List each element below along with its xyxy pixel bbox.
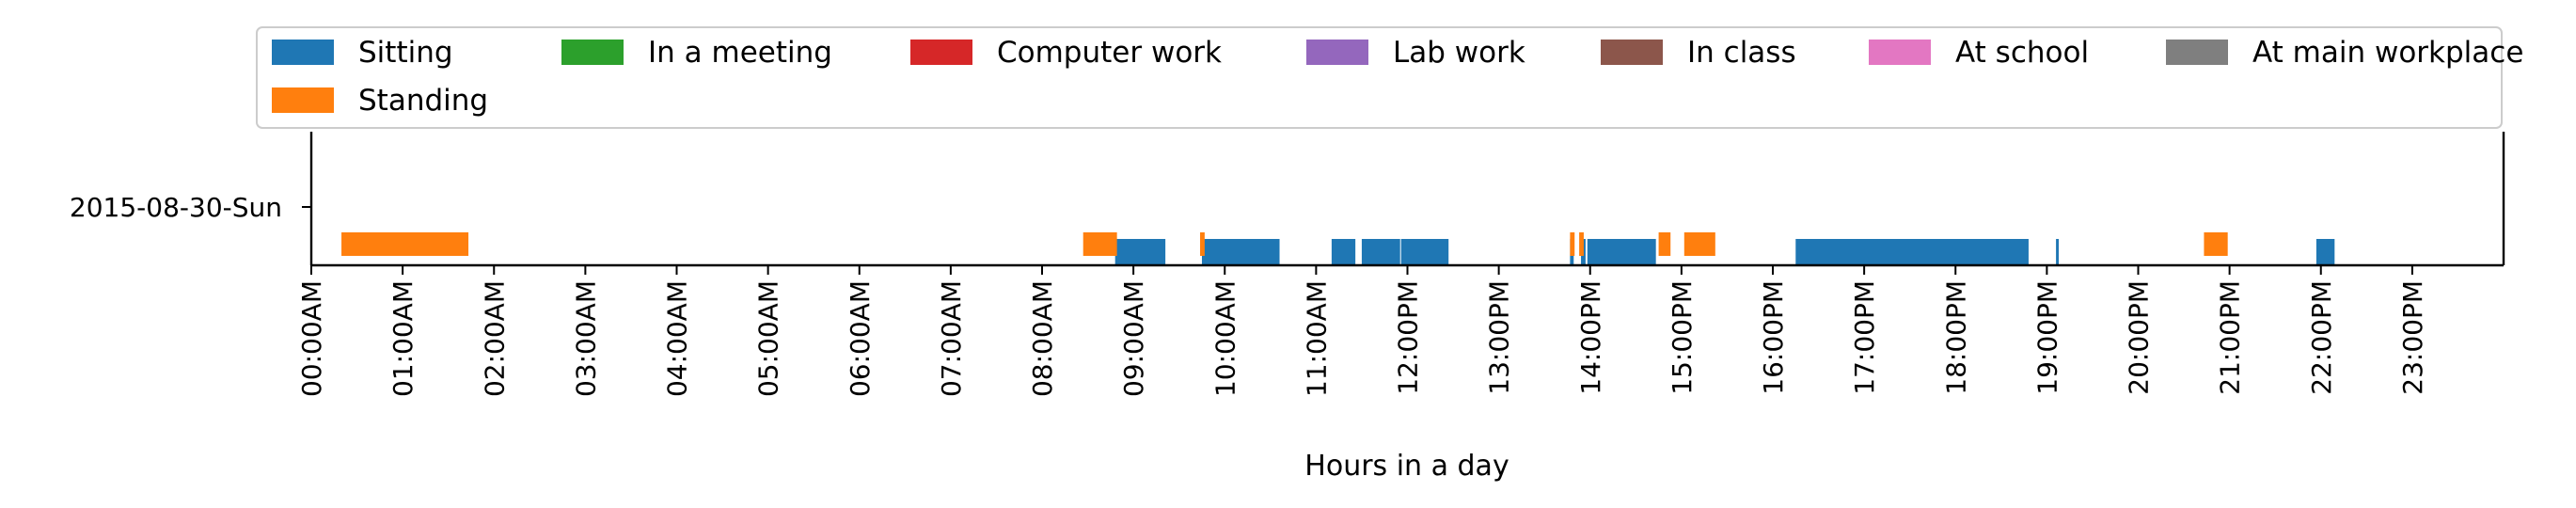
x-tick-label: 10:00AM	[1209, 280, 1241, 397]
x-tick-label: 00:00AM	[296, 280, 327, 397]
x-tick-label: 11:00AM	[1301, 280, 1332, 397]
legend-label: Standing	[358, 84, 488, 118]
legend-label: In a meeting	[648, 36, 832, 70]
legend-label: At main workplace	[2252, 36, 2523, 70]
x-tick-label: 14:00PM	[1575, 280, 1606, 395]
x-tick-label: 09:00AM	[1118, 280, 1149, 397]
bar-standing	[1083, 232, 1117, 256]
x-tick-label: 05:00AM	[753, 280, 784, 397]
legend-swatch-in-a-meeting	[561, 40, 624, 65]
bar-standing	[1570, 232, 1575, 256]
legend-label: Computer work	[997, 36, 1222, 70]
legend-swatch-at-school	[1869, 40, 1931, 65]
x-tick-label: 12:00PM	[1393, 280, 1424, 395]
legend-label: Sitting	[358, 36, 453, 70]
legend: Sitting In a meeting Computer work Lab work…	[256, 26, 2523, 129]
x-tick-label: 06:00AM	[845, 280, 876, 397]
x-tick-label: 15:00PM	[1667, 280, 1698, 395]
bar-standing	[341, 232, 469, 256]
bar-sitting	[2315, 239, 2335, 265]
bar-sitting	[1400, 239, 1449, 265]
x-ticks-layer: 00:00AM 01:00AM 02:00AM 03:00AM 04:00AM 05:00…	[296, 265, 2428, 397]
legend-swatch-lab-work	[1306, 40, 1368, 65]
x-tick-label: 13:00PM	[1484, 280, 1515, 395]
bar-sitting	[1361, 239, 1400, 265]
bar-sitting	[1201, 239, 1280, 265]
x-tick-label: 07:00AM	[936, 280, 967, 397]
x-tick-label: 04:00AM	[662, 280, 693, 397]
x-tick-label: 17:00PM	[1849, 280, 1880, 395]
x-tick-label: 08:00AM	[1027, 280, 1058, 397]
bar-standing	[1658, 232, 1671, 256]
bar-sitting	[2056, 239, 2060, 265]
legend-swatch-computer-work	[910, 40, 972, 65]
x-tick-label: 16:00PM	[1758, 280, 1789, 395]
bar-standing	[1683, 232, 1715, 256]
legend-swatch-standing	[272, 87, 334, 113]
x-tick-label: 23:00PM	[2397, 280, 2428, 395]
legend-swatch-sitting	[272, 40, 334, 65]
legend-label: Lab work	[1393, 36, 1525, 70]
x-axis-title: Hours in a day	[1304, 450, 1509, 483]
x-tick-label: 01:00AM	[387, 280, 419, 397]
y-tick-label: 2015-08-30-Sun	[70, 192, 282, 223]
legend-swatch-at-main-workplace	[2166, 40, 2228, 65]
x-tick-label: 03:00AM	[570, 280, 601, 397]
x-tick-label: 02:00AM	[479, 280, 510, 397]
bar-standing	[1200, 232, 1205, 256]
legend-frame	[256, 26, 2503, 129]
x-tick-label: 21:00PM	[2215, 280, 2246, 395]
bar-sitting	[1331, 239, 1356, 265]
legend-label: In class	[1687, 36, 1796, 70]
legend-swatch-in-class	[1601, 40, 1663, 65]
x-tick-label: 22:00PM	[2306, 280, 2337, 395]
x-tick-label: 18:00PM	[1940, 280, 1971, 395]
legend-label: At school	[1955, 36, 2089, 70]
bars-layer	[341, 232, 2335, 265]
bar-sitting	[1114, 239, 1166, 265]
x-tick-label: 19:00PM	[2031, 280, 2062, 395]
bar-sitting	[1587, 239, 1656, 265]
bar-standing	[2204, 232, 2228, 256]
bar-standing	[1579, 232, 1584, 256]
x-tick-label: 20:00PM	[2124, 280, 2155, 395]
bar-sitting	[1795, 239, 2029, 265]
